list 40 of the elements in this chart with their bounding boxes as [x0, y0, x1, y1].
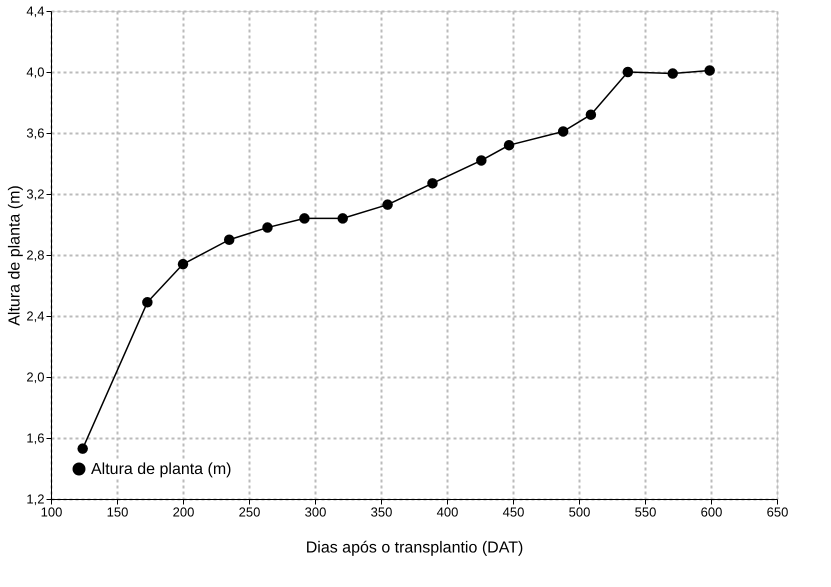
point [77, 443, 88, 454]
point [178, 258, 188, 270]
point [586, 109, 596, 120]
x-tick-label: 100 [40, 504, 62, 520]
y-tick-label: 1,2 [26, 492, 44, 506]
point [299, 213, 310, 224]
point [224, 234, 234, 245]
point [337, 213, 348, 224]
point [262, 222, 273, 233]
x-tick-label: 250 [238, 504, 260, 520]
y-tick-label: 1,6 [26, 430, 44, 446]
x-tick-label: 500 [568, 504, 590, 520]
x-tick-label: 600 [700, 504, 722, 520]
x-tick-label: 400 [436, 504, 458, 520]
x-axis-title: Dias após o transplantio (DAT) [306, 540, 524, 556]
point [476, 155, 487, 166]
point [382, 199, 393, 210]
x-tick-label: 350 [370, 504, 392, 520]
y-tick-label: 3,2 [26, 186, 44, 202]
point [667, 68, 678, 79]
y-tick-label: 2,0 [26, 370, 44, 384]
y-tick-label: 4,0 [26, 64, 44, 80]
point [504, 140, 514, 150]
y-tick-label: 2,4 [26, 308, 44, 324]
x-tick-label: 650 [766, 504, 788, 520]
point [704, 65, 715, 76]
x-tick-label: 450 [502, 504, 524, 520]
y-tick-label: 3,6 [26, 126, 44, 140]
x-tick-label: 550 [634, 504, 656, 520]
x-tick-label: 200 [172, 504, 194, 520]
y-axis-title: Altura de planta (m) [6, 185, 24, 326]
x-tick-label: 150 [106, 504, 128, 520]
point [142, 297, 153, 308]
point [558, 126, 568, 137]
point [427, 178, 438, 189]
y-tick-label: 2,8 [26, 248, 44, 262]
legend-label: Altura de planta (m) [91, 461, 232, 478]
point [622, 66, 634, 78]
y-tick-label: 4,4 [26, 4, 44, 18]
x-tick-label: 300 [304, 504, 326, 520]
